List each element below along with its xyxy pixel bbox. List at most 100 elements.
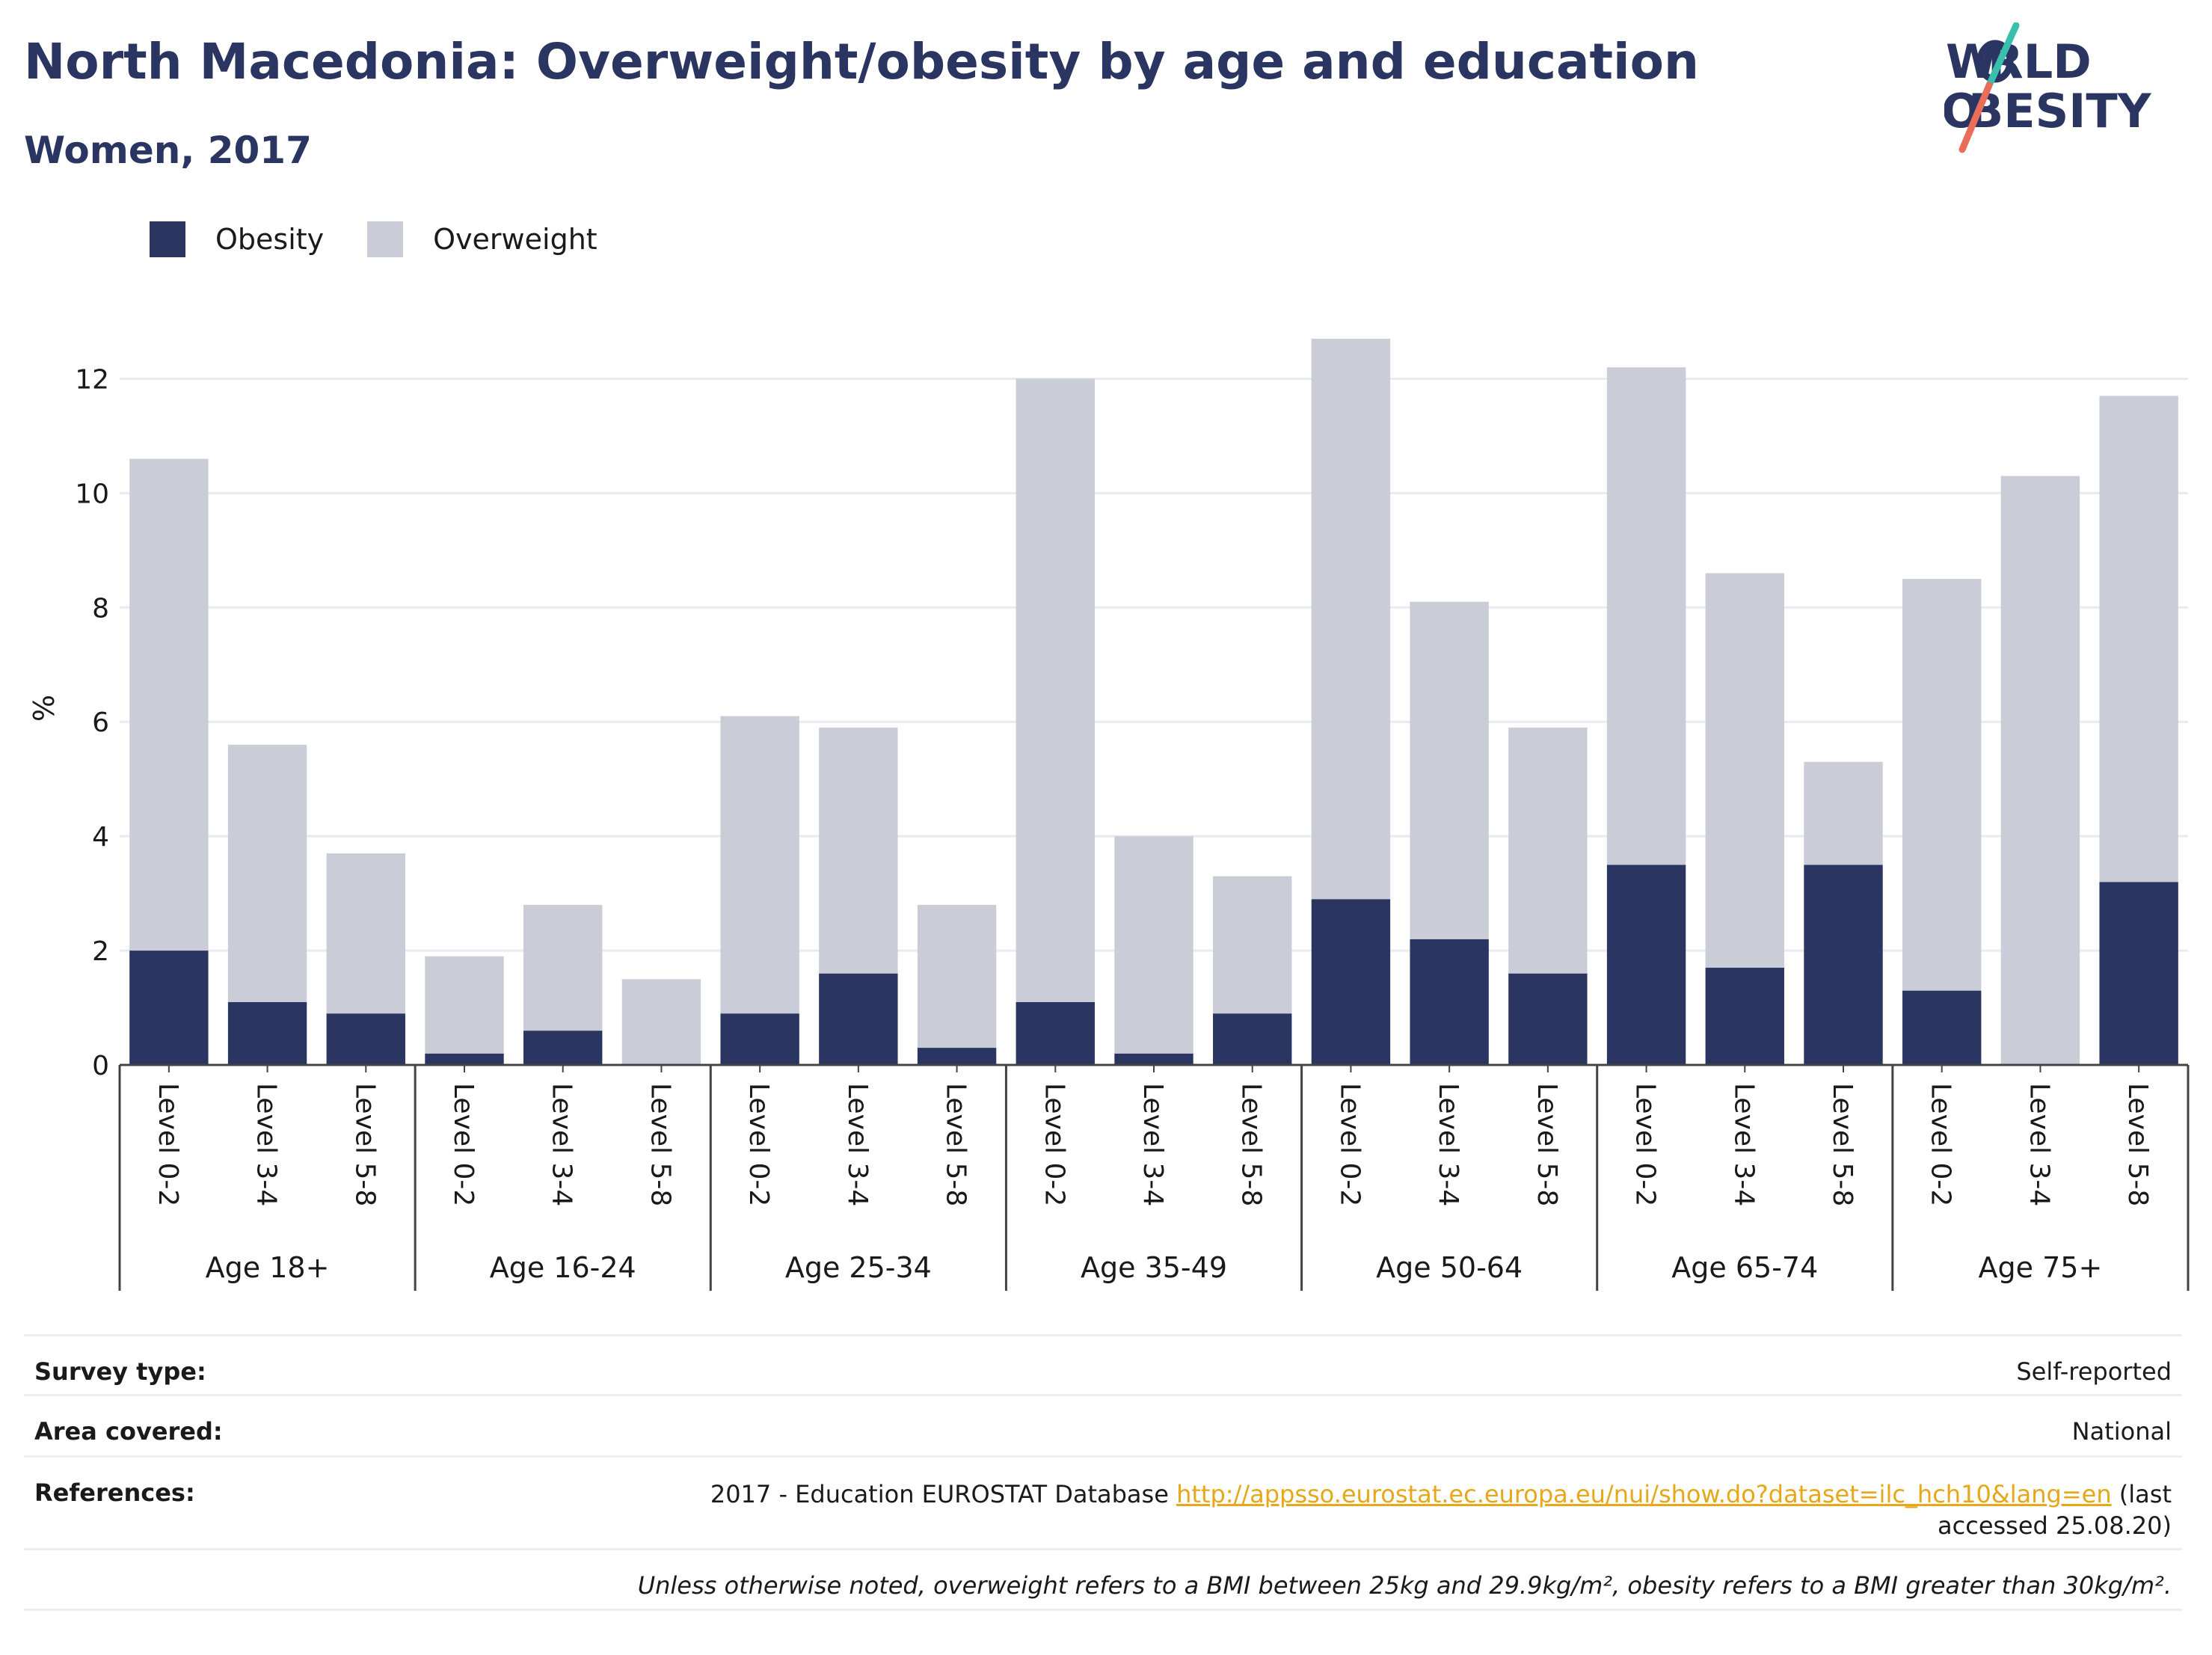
bar-overweight [621, 979, 701, 1065]
legend-label-overweight: Overweight [433, 223, 597, 256]
x-tick-label: Level 3-4 [1137, 1083, 1168, 1206]
references-row: References: 2017 - Education EUROSTAT Da… [24, 1455, 2182, 1548]
bar-obesity [326, 1013, 405, 1065]
area-covered-value: National [2071, 1417, 2172, 1446]
bar-obesity [1213, 1013, 1292, 1065]
x-tick-label: Level 3-4 [547, 1083, 577, 1206]
x-group-label: Age 35-49 [1081, 1251, 1227, 1284]
x-tick-label: Level 0-2 [1630, 1083, 1661, 1206]
legend-swatch-overweight [367, 221, 404, 257]
legend-label-obesity: Obesity [215, 223, 325, 256]
references-link[interactable]: http://appsso.eurostat.ec.europa.eu/nui/… [1176, 1480, 2112, 1508]
bar-obesity [720, 1013, 799, 1065]
bar-overweight [819, 727, 898, 974]
x-group-label: Age 75+ [1979, 1251, 2103, 1284]
legend-swatch-obesity [150, 221, 185, 257]
bar-obesity [1902, 990, 1982, 1065]
page-title: North Macedonia: Overweight/obesity by a… [24, 33, 1700, 90]
x-tick-label: Level 5-8 [2122, 1083, 2153, 1206]
bar-obesity [523, 1031, 603, 1065]
bar-overweight [227, 744, 307, 1002]
survey-type-value: Self-reported [2016, 1357, 2172, 1386]
x-group-label: Age 25-34 [785, 1251, 932, 1284]
bar-obesity [1311, 899, 1391, 1065]
bar-obesity [2099, 882, 2178, 1065]
bar-obesity [129, 951, 209, 1065]
x-group-label: Age 65-74 [1671, 1251, 1818, 1284]
x-tick-label: Level 5-8 [1827, 1083, 1858, 1206]
bar-overweight [1213, 876, 1292, 1014]
x-tick-label: Level 3-4 [1433, 1083, 1463, 1206]
bar-obesity [917, 1048, 997, 1065]
info-table: Survey type: Self-reported Area covered:… [24, 1334, 2182, 1611]
definition-note: Unless otherwise noted, overweight refer… [637, 1571, 2172, 1600]
bar-obesity [1705, 968, 1784, 1065]
definition-note-row: Unless otherwise noted, overweight refer… [24, 1548, 2182, 1611]
bar-overweight [1508, 727, 1588, 974]
y-tick-label: 2 [92, 936, 109, 967]
bar-obesity [1508, 973, 1588, 1065]
x-tick-label: Level 5-8 [349, 1083, 380, 1206]
x-tick-label: Level 5-8 [645, 1083, 675, 1206]
bar-overweight [326, 853, 405, 1014]
bar-obesity [1016, 1001, 1095, 1065]
bar-overweight [1606, 367, 1686, 865]
references-label: References: [34, 1479, 195, 1507]
bar-overweight [1804, 761, 1883, 865]
bar-overweight [1705, 573, 1784, 968]
bar-overweight [1016, 378, 1095, 1002]
x-tick-label: Level 0-2 [448, 1083, 479, 1206]
bar-overweight [2099, 396, 2178, 882]
bar-overweight [129, 458, 209, 951]
world-obesity-logo: W RLD BESITY O [1944, 22, 2152, 153]
bar-overweight [523, 904, 603, 1031]
x-group-label: Age 50-64 [1376, 1251, 1523, 1284]
x-tick-label: Level 0-2 [1334, 1083, 1365, 1206]
stacked-bar-chart: 0 2 4 6 8 10 12% Level 0-2 Level 3-4 Level 5-8 Lev… [28, 338, 2190, 1291]
survey-type-row: Survey type: Self-reported [24, 1334, 2182, 1394]
references-suffix: (last accessed 25.08.20) [1938, 1480, 2172, 1540]
x-tick-label: Level 0-2 [153, 1083, 183, 1206]
bar-overweight [1410, 601, 1489, 939]
y-tick-label: 8 [92, 593, 109, 624]
legend-item-obesity: Obesity [150, 221, 324, 257]
page-subtitle: Women, 2017 [24, 129, 312, 172]
bar-obesity [819, 973, 898, 1065]
y-tick-label: 10 [75, 479, 109, 509]
x-tick-label: Level 5-8 [1531, 1083, 1562, 1206]
bar-obesity [1606, 865, 1686, 1065]
x-tick-label: Level 3-4 [2024, 1083, 2054, 1206]
y-tick-label: 4 [92, 822, 109, 853]
y-tick-label: 0 [92, 1051, 109, 1081]
bar-overweight [1114, 836, 1193, 1054]
x-tick-label: Level 3-4 [842, 1083, 873, 1206]
svg-text:BESITY: BESITY [1968, 84, 2152, 138]
area-covered-row: Area covered: National [24, 1394, 2182, 1455]
x-tick-label: Level 5-8 [941, 1083, 971, 1206]
y-tick-label: 12 [75, 364, 109, 395]
bar-obesity [1804, 865, 1883, 1065]
legend-item-overweight: Overweight [367, 221, 597, 257]
bar-obesity [1114, 1053, 1193, 1065]
bar-obesity [227, 1001, 307, 1065]
y-tick-label: 6 [92, 707, 109, 738]
bar-overweight [720, 716, 799, 1014]
references-value: 2017 - Education EUROSTAT Database http:… [601, 1479, 2172, 1541]
survey-type-label: Survey type: [34, 1357, 206, 1386]
bar-overweight [2000, 476, 2080, 1065]
x-tick-label: Level 0-2 [1926, 1083, 1956, 1206]
x-tick-label: Level 3-4 [1728, 1083, 1759, 1206]
references-prefix: 2017 - Education EUROSTAT Database [710, 1480, 1177, 1508]
bar-overweight [425, 956, 504, 1054]
x-tick-label: Level 3-4 [251, 1083, 282, 1206]
y-axis-label: % [28, 695, 61, 722]
x-group-label: Age 18+ [206, 1251, 330, 1284]
x-group-label: Age 16-24 [490, 1251, 636, 1284]
bar-overweight [1902, 579, 1982, 991]
bar-overweight [1311, 338, 1391, 900]
bar-obesity [1410, 939, 1489, 1065]
x-tick-label: Level 0-2 [743, 1083, 774, 1206]
svg-text:O: O [1944, 84, 1981, 138]
bar-overweight [917, 904, 997, 1048]
chart-legend: Obesity Overweight [150, 221, 641, 257]
